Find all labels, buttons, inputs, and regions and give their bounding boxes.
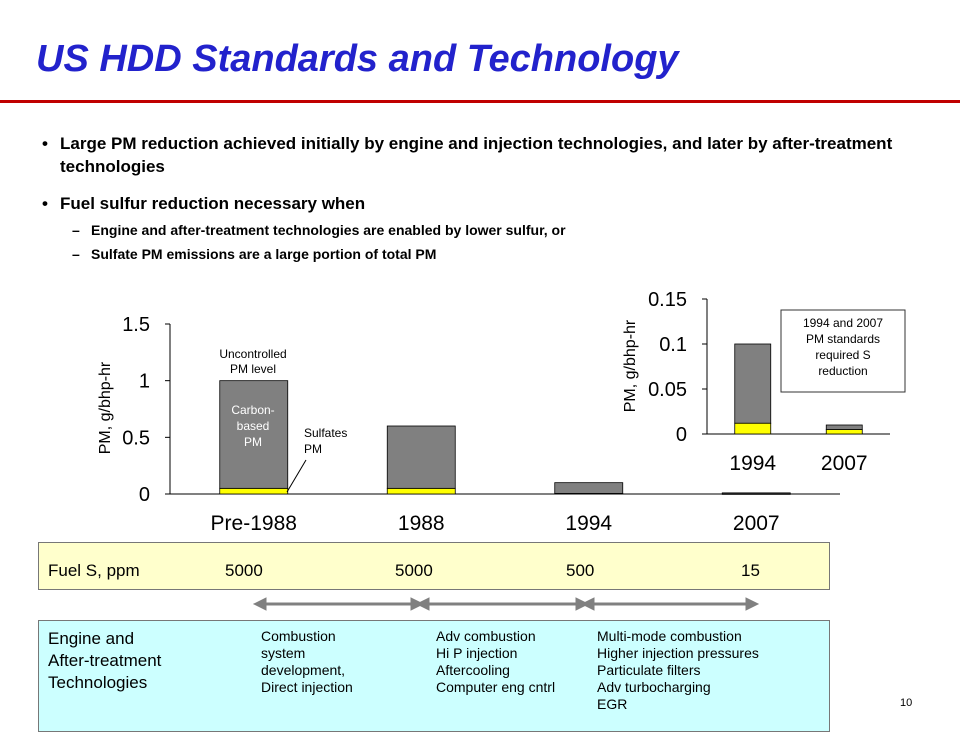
inset-x-labels: 1994 2007 <box>729 452 867 475</box>
tech-item: Computer eng cntrl <box>436 679 556 695</box>
bar-carbon-based-pm-1994 <box>734 343 772 424</box>
bar-carbon-based-pm-1988 <box>386 425 456 489</box>
sub-bullet-dash: – <box>72 222 80 238</box>
technologies-label-line: Engine and <box>48 629 135 648</box>
tech-item: Adv turbocharging <box>597 679 711 695</box>
uncontrolled-label-2: PM level <box>230 362 276 376</box>
y-tick-label: 1.5 <box>122 314 150 336</box>
tech-column-1994: Multi-mode combustion Higher injection p… <box>597 628 759 713</box>
sulfates-leader-line <box>286 459 307 493</box>
main-pm-chart: PM, g/bhp-hr 0 0.5 1 1.5 Pre-1988 1988 1994 20… <box>97 314 840 535</box>
bullet-dot: • <box>42 134 48 153</box>
technologies-label: Engine and After-treatment Technologies <box>48 628 161 694</box>
fuel-sulfur-label: Fuel S, ppm <box>48 561 140 580</box>
fuel-value-2007: 15 <box>741 561 760 580</box>
bar-carbon-based-pm-2007 <box>825 424 863 430</box>
page-title: US HDD Standards and Technology <box>36 38 679 80</box>
page-number: 10 <box>900 697 913 709</box>
inset-bars <box>734 343 863 435</box>
carbon-label-2: based <box>237 419 270 433</box>
note-line-4: reduction <box>818 364 867 378</box>
tech-item: Combustion <box>261 628 336 644</box>
tech-item: development, <box>261 662 346 678</box>
tech-item: Hi P injection <box>436 645 518 661</box>
sub-bullet-sulfate: – Sulfate PM emissions are a large porti… <box>40 245 920 263</box>
y-tick-label: 0 <box>139 484 150 506</box>
main-y-ticks: 0 0.5 1 1.5 <box>122 314 170 506</box>
x-tick-label: 1994 <box>729 452 776 475</box>
x-tick-label: 1988 <box>398 512 445 535</box>
tech-item: Higher injection pressures <box>597 645 759 661</box>
y-tick-label: 0.15 <box>648 289 687 311</box>
bullet-pm-reduction: • Large PM reduction achieved initially … <box>40 132 920 178</box>
tech-column-1988: Adv combustion Hi P injection Aftercooli… <box>436 628 555 696</box>
note-box <box>780 309 906 393</box>
main-bars <box>219 380 791 495</box>
inset-y-ticks: 0 0.05 0.1 0.15 <box>648 289 707 446</box>
fuel-value-1994: 500 <box>566 561 595 580</box>
sub-bullet-text: Sulfate PM emissions are a large portion… <box>91 246 437 262</box>
fuel-value-pre1988: 5000 <box>225 561 263 580</box>
sulfates-label-1: Sulfates <box>304 426 347 440</box>
uncontrolled-label: Uncontrolled <box>219 347 286 361</box>
note-line-1: 1994 and 2007 <box>803 316 883 330</box>
bar-carbon-based-pm-pre-1988 <box>219 380 289 489</box>
y-tick-label: 0.5 <box>122 427 150 449</box>
sub-bullet-text: Engine and after-treatment technologies … <box>91 222 566 238</box>
tech-item: EGR <box>597 696 628 712</box>
bar-carbon-based-pm-2007 <box>721 492 791 495</box>
tech-item: Multi-mode combustion <box>597 628 742 644</box>
bar-carbon-based-pm-1994 <box>554 482 624 494</box>
technologies-label-line: After-treatment <box>48 651 162 670</box>
arrow-2-left-head <box>415 597 430 611</box>
timeline-arrows <box>252 597 760 611</box>
technologies-row: Engine and After-treatment Technologies … <box>38 620 830 732</box>
tech-item: Direct injection <box>261 679 353 695</box>
main-x-labels: Pre-1988 1988 1994 2007 <box>211 512 780 535</box>
tech-item: Aftercooling <box>436 662 510 678</box>
bullet-text: Large PM reduction achieved initially by… <box>60 134 893 176</box>
fuel-value-1988: 5000 <box>395 561 433 580</box>
x-tick-label: 1994 <box>565 512 612 535</box>
bullet-text: Fuel sulfur reduction necessary when <box>60 194 366 213</box>
bullet-dot: • <box>42 194 48 213</box>
x-tick-label: Pre-1988 <box>211 512 297 535</box>
title-rule <box>0 100 960 103</box>
bullet-fuel-sulfur: • Fuel sulfur reduction necessary when <box>40 192 920 215</box>
sub-bullet-enabled: – Engine and after-treatment technologie… <box>40 221 920 239</box>
arrow-1-left-head <box>252 597 267 611</box>
y-tick-label: 1 <box>139 371 150 393</box>
note-line-2: PM standards <box>806 332 880 346</box>
inset-pm-chart: PM, g/bhp-hr 0 0.05 0.1 0.15 1994 2007 1994 … <box>622 289 906 475</box>
technologies-label-line: Technologies <box>48 673 148 692</box>
carbon-label-3: PM <box>244 435 262 449</box>
y-tick-label: 0.1 <box>659 334 687 356</box>
carbon-label-1: Carbon- <box>231 403 274 417</box>
bar-sulfates-pm-1994 <box>734 422 772 435</box>
y-tick-label: 0 <box>676 424 687 446</box>
sub-bullet-dash: – <box>72 246 80 262</box>
x-tick-label: 2007 <box>821 452 868 475</box>
y-axis-label: PM, g/bhp-hr <box>97 361 114 454</box>
note-line-3: required S <box>815 348 870 362</box>
tech-item: system <box>261 645 306 661</box>
bar-sulfates-pm-2007 <box>825 429 863 435</box>
fuel-sulfur-row: Fuel S, ppm 5000 5000 500 15 <box>38 542 830 590</box>
x-tick-label: 2007 <box>733 512 780 535</box>
tech-item: Particulate filters <box>597 662 701 678</box>
sulfates-label-2: PM <box>304 442 322 456</box>
bullet-list: • Large PM reduction achieved initially … <box>40 132 920 269</box>
tech-column-pre1988: Combustion system development, Direct in… <box>261 628 353 696</box>
arrow-3-left-head <box>580 597 595 611</box>
inset-y-axis-label: PM, g/bhp-hr <box>622 319 639 412</box>
arrow-3-right-head <box>745 597 760 611</box>
tech-item: Adv combustion <box>436 628 536 644</box>
y-tick-label: 0.05 <box>648 379 687 401</box>
